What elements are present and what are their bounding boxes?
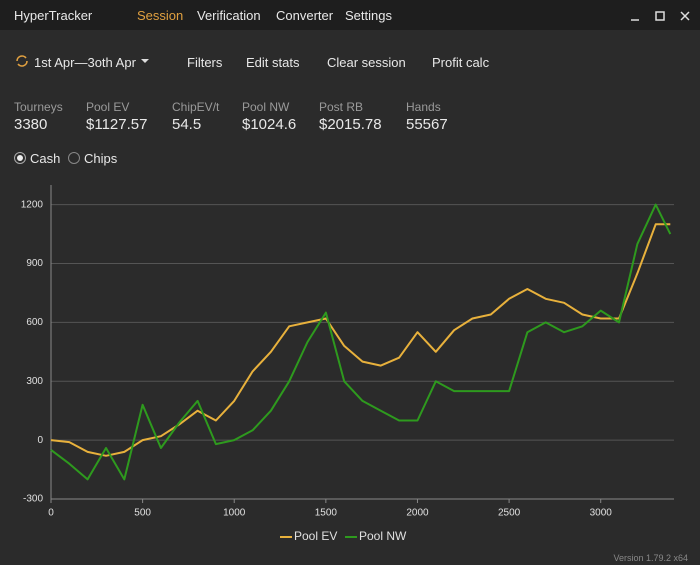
stat-value: 3380: [14, 116, 48, 133]
stat-label: Hands: [406, 100, 441, 114]
version: Version 1.79.2 x64: [613, 553, 688, 563]
y-tick-label: 1200: [21, 199, 44, 210]
toolbar-button[interactable]: Filters: [187, 55, 223, 70]
window-controls: [631, 11, 690, 21]
toolbar-button[interactable]: Clear session: [327, 55, 406, 70]
x-tick-label: 2500: [498, 508, 521, 519]
y-tick-label: 300: [26, 376, 43, 387]
app-name: HyperTracker: [14, 8, 93, 23]
menu-tab[interactable]: Converter: [276, 8, 334, 23]
x-tick-label: 1500: [315, 508, 338, 519]
stat-label: Post RB: [319, 100, 364, 114]
close[interactable]: [680, 11, 690, 21]
x-tick-label: 3000: [590, 508, 613, 519]
legend-label: Pool NW: [359, 529, 407, 543]
title-bar: HyperTracker Session Verification Conver…: [0, 0, 700, 30]
series-line: [50, 223, 671, 457]
menu-tab[interactable]: Settings: [345, 8, 392, 23]
x-tick-label: 1000: [223, 508, 246, 519]
refresh-icon[interactable]: [14, 53, 30, 69]
y-tick-label: 900: [26, 258, 43, 269]
stat-value: $1127.57: [86, 116, 148, 133]
x-tick-label: 0: [48, 508, 54, 519]
radio-checked[interactable]: [13, 151, 27, 165]
stat-value: $1024.6: [242, 116, 297, 133]
stat-label: Tourneys: [14, 100, 63, 114]
maximize[interactable]: [655, 11, 665, 21]
menu-tab[interactable]: Session: [137, 8, 184, 23]
toolbar-button[interactable]: Profit calc: [432, 55, 490, 70]
menu-tab[interactable]: Verification: [197, 8, 261, 23]
stat-value: $2015.78: [319, 116, 382, 133]
stat-label: Pool NW: [242, 100, 290, 114]
dropdown-arrow[interactable]: [140, 57, 150, 65]
date-range[interactable]: 1st Apr—3oth Apr: [34, 55, 136, 70]
chart: -300 0 300 600 900 1200 0 500 1000 1500 2000 2500 30…: [21, 185, 674, 543]
radio-label[interactable]: Cash: [30, 151, 61, 166]
x-tick-label: 2000: [406, 508, 429, 519]
toolbar-button[interactable]: Edit stats: [246, 55, 300, 70]
y-tick-label: -300: [23, 494, 43, 505]
radio-unchecked[interactable]: [67, 151, 81, 165]
stat-label: ChipEV/t: [172, 100, 220, 114]
y-tick-label: 0: [37, 435, 43, 446]
x-tick-label: 500: [134, 508, 151, 519]
legend-label: Pool EV: [294, 529, 337, 543]
series-line: [50, 203, 672, 481]
stat-value: 54.5: [172, 116, 202, 133]
stat-value: 55567: [406, 116, 448, 133]
y-tick-label: 600: [26, 317, 43, 328]
stat-label: Pool EV: [86, 100, 130, 114]
radio-label[interactable]: Chips: [84, 151, 118, 166]
